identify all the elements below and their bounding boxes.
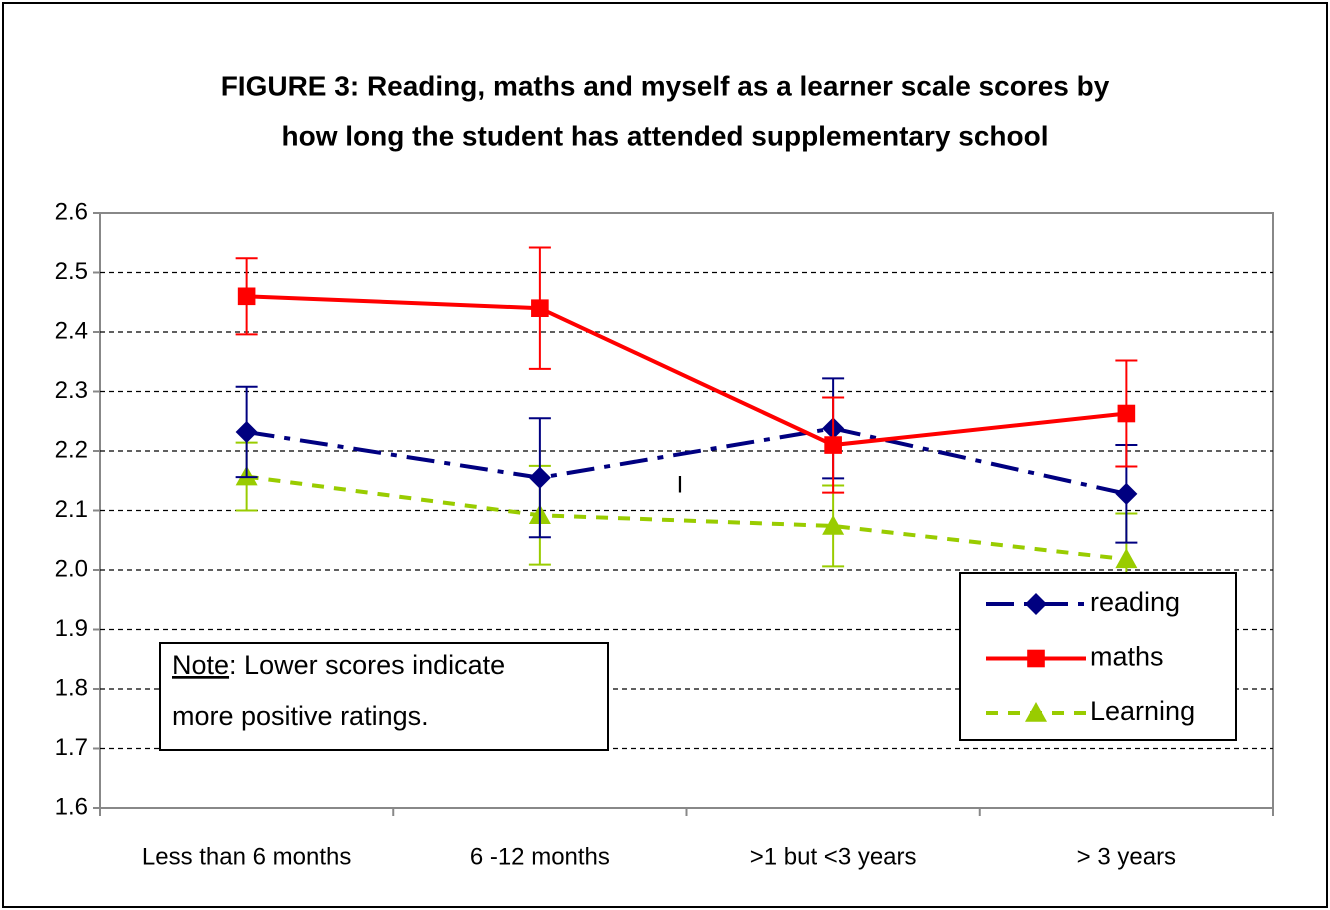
y-tick-label: 2.0 [55, 555, 88, 582]
y-tick-label: 2.1 [55, 496, 88, 523]
y-tick-label: 1.7 [55, 734, 88, 761]
x-tick-label: > 3 years [1077, 843, 1176, 870]
note-text: : Lower scores indicate [229, 650, 505, 680]
y-tick-label: 2.3 [55, 377, 88, 404]
series-line [246, 426, 1127, 496]
x-tick-label: >1 but <3 years [750, 843, 917, 870]
note-label: Note [172, 650, 229, 680]
marker [824, 436, 842, 454]
marker [1117, 404, 1136, 423]
y-tick-label: 2.6 [55, 198, 88, 225]
chart-title: FIGURE 3: Reading, maths and myself as a… [221, 70, 1110, 101]
chart-title: how long the student has attended supple… [282, 120, 1049, 151]
marker [1025, 702, 1047, 722]
legend-label: Learning [1090, 696, 1195, 726]
marker [1027, 649, 1045, 668]
marker [1115, 482, 1138, 505]
note-box [159, 642, 609, 751]
legend-label: maths [1090, 642, 1164, 672]
x-tick-label: 6 -12 months [470, 843, 610, 870]
y-tick-label: 1.8 [55, 674, 88, 701]
series-line [246, 294, 1127, 448]
marker [1115, 548, 1138, 569]
marker [1025, 593, 1047, 615]
marker [531, 299, 549, 317]
series-line [246, 474, 1127, 562]
marker [822, 514, 845, 535]
marker [237, 287, 256, 306]
y-tick-label: 1.9 [55, 615, 88, 642]
annotation: I [677, 471, 684, 498]
note-text: Note: Lower scores indicate [172, 650, 505, 680]
x-tick-label: Less than 6 months [142, 843, 351, 870]
y-tick-label: 1.6 [55, 793, 88, 820]
y-tick-label: 2.4 [55, 317, 88, 344]
marker [235, 420, 258, 443]
legend-label: reading [1090, 587, 1180, 617]
y-tick-label: 2.2 [55, 436, 88, 463]
y-tick-label: 2.5 [55, 258, 88, 285]
note-text: more positive ratings. [172, 701, 429, 731]
marker [528, 466, 551, 489]
